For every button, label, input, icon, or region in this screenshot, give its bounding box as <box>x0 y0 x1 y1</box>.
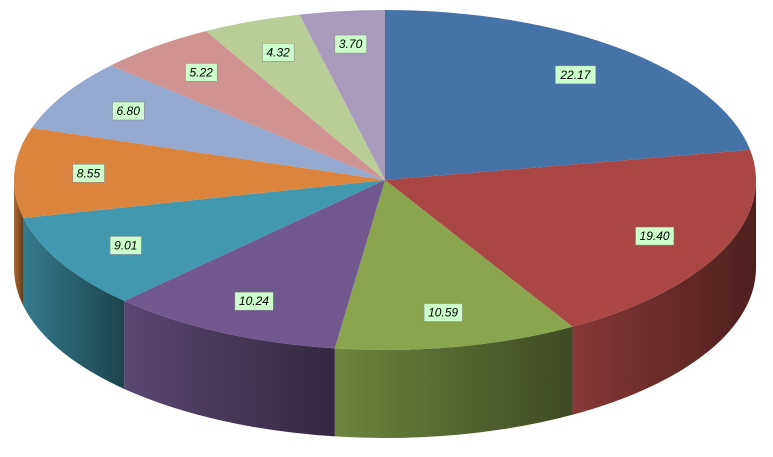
data-label-bg <box>334 34 367 54</box>
data-label-bg <box>262 43 295 62</box>
data-label-bg <box>109 236 142 255</box>
data-label-bg <box>72 164 105 183</box>
slice <box>334 180 573 350</box>
slice <box>385 149 756 327</box>
slice <box>23 180 386 301</box>
slice-side <box>124 300 335 437</box>
slice <box>124 180 385 349</box>
slice-side <box>23 218 125 389</box>
data-label-bg <box>423 303 463 322</box>
data-label-bg <box>635 226 675 246</box>
data-label: 9.01 <box>114 238 137 252</box>
slice <box>31 65 386 180</box>
data-label-bg <box>234 291 274 311</box>
slice <box>385 10 751 180</box>
data-label: 19.40 <box>640 229 670 243</box>
data-label: 10.24 <box>239 294 269 308</box>
slice <box>110 31 386 181</box>
data-label: 8.55 <box>77 166 101 180</box>
slice-side <box>572 180 756 415</box>
slice-side <box>334 326 573 438</box>
data-label: 6.80 <box>117 104 141 118</box>
data-label: 4.32 <box>266 45 290 59</box>
data-label: 10.59 <box>428 306 458 320</box>
data-label-bg <box>185 63 218 82</box>
data-label-bg <box>555 65 596 85</box>
data-label: 5.22 <box>190 65 214 79</box>
data-label: 3.70 <box>339 37 363 51</box>
slice-side <box>14 180 24 307</box>
data-label-bg <box>112 101 145 121</box>
data-label: 22.17 <box>559 68 591 82</box>
slice <box>205 14 385 180</box>
slice <box>13 127 385 219</box>
